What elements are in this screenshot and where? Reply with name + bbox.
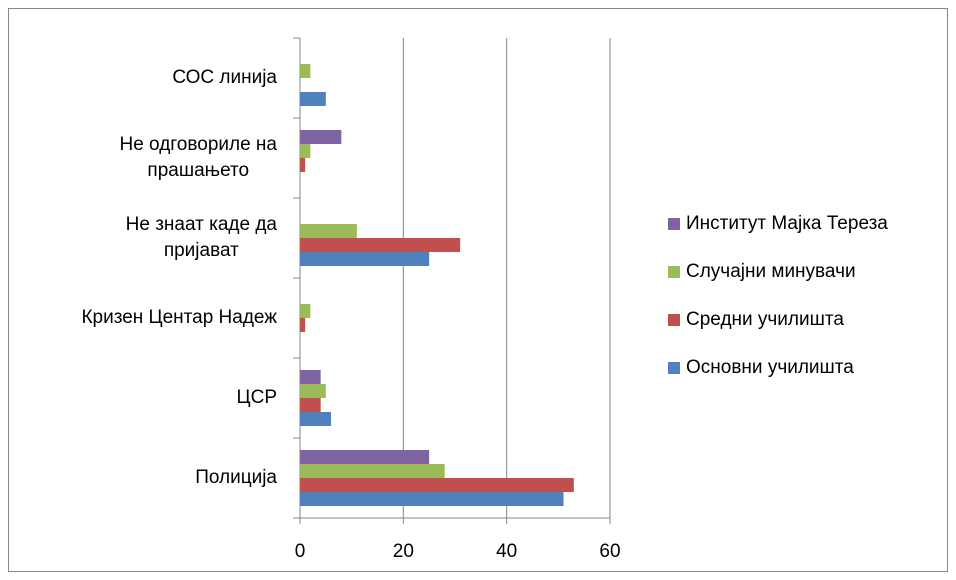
bar — [300, 478, 574, 492]
bar — [300, 384, 326, 398]
bar — [300, 144, 311, 158]
legend-swatch — [668, 314, 680, 326]
x-tick-label: 20 — [393, 541, 414, 562]
y-tick-label-text: СОС линија — [172, 67, 277, 88]
y-tick-label-text: Не одговориле на прашањето — [119, 134, 277, 181]
bar — [300, 64, 311, 78]
x-tick-label: 60 — [599, 541, 620, 562]
y-tick-label: Не знаат каде да пријават — [0, 212, 277, 264]
legend-swatch — [668, 362, 680, 374]
bar — [300, 318, 306, 332]
bar — [300, 370, 321, 384]
bar — [300, 238, 461, 252]
y-tick-label-text: Не знаат каде да пријават — [125, 214, 277, 261]
legend-label: Основни училишта — [686, 357, 854, 378]
bar — [300, 398, 321, 412]
y-tick-label-text: ЦСР — [236, 387, 277, 408]
x-tick-label: 0 — [295, 541, 306, 562]
bar — [300, 464, 445, 478]
legend-label: Институт Мајка Тереза — [686, 213, 888, 234]
bar — [300, 224, 357, 238]
chart-border — [8, 8, 948, 572]
bar — [300, 492, 564, 506]
bar — [300, 92, 326, 106]
bar — [300, 304, 311, 318]
x-tick-label: 40 — [496, 541, 517, 562]
legend-swatch — [668, 266, 680, 278]
bar — [300, 252, 430, 266]
legend-label: Средни училишта — [686, 309, 844, 330]
bar — [300, 130, 342, 144]
y-tick-label: Кризен Центар Надеж — [0, 305, 277, 331]
y-tick-label: ЦСР — [0, 385, 277, 411]
bar — [300, 158, 306, 172]
bar — [300, 450, 430, 464]
legend-swatch — [668, 218, 680, 230]
y-tick-label: Не одговориле на прашањето — [0, 132, 277, 184]
legend-label: Случајни минувачи — [686, 261, 856, 282]
y-tick-label: СОС линија — [0, 65, 277, 91]
y-tick-label-text: Полиција — [195, 467, 277, 488]
y-tick-label: Полиција — [0, 465, 277, 491]
y-tick-label-text: Кризен Центар Надеж — [81, 307, 277, 328]
bar — [300, 412, 331, 426]
